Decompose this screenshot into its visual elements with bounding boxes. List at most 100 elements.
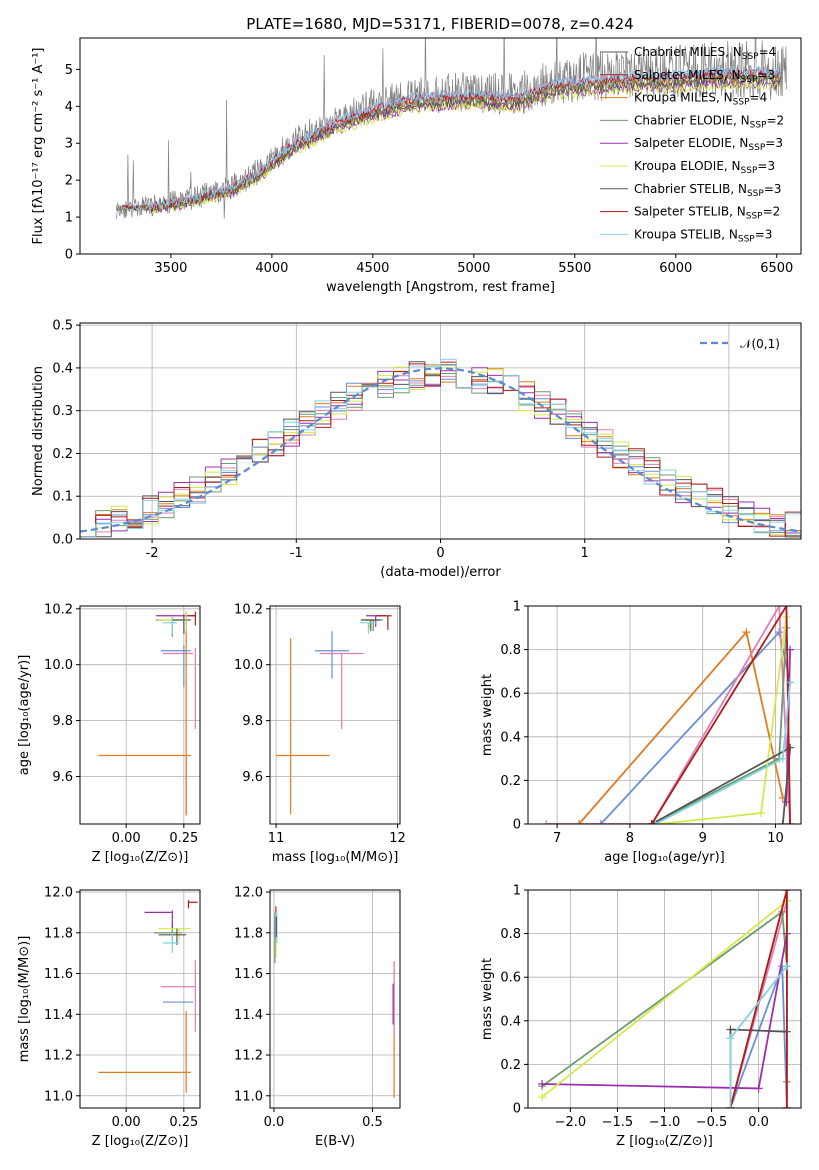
axes-age-vs-mass: 11 12 9.6 9.8 10.0 10.2 mass [log₁₀(M/M⊙)] [234, 602, 406, 865]
axes-frame [79, 605, 201, 825]
y-tick-label: 11.0 [234, 1089, 263, 1104]
axes-frame [269, 889, 401, 1109]
y-tick-label: 0.4 [500, 1014, 521, 1029]
y-tick-label: 2 [65, 174, 73, 189]
x-tick-label: -1 [290, 546, 303, 561]
x-tick-label: 2 [725, 546, 733, 561]
weight-marker [726, 1104, 735, 1108]
x-tick-label: -2 [146, 546, 159, 561]
x-axis-label: Z [log₁₀(Z/Z⊙)] [92, 1134, 189, 1149]
x-axis-label: mass [log₁₀(M/M⊙)] [272, 850, 399, 865]
model-spectrum-8 [116, 65, 781, 212]
y-axis-label: mass weight [480, 958, 495, 1040]
y-axis-label: age [log₁₀(age/yr)] [17, 655, 32, 776]
axes-frame [527, 605, 802, 825]
x-tick-label: 4000 [255, 261, 288, 276]
errorbar-point-5 [359, 619, 380, 629]
y-tick-label: 10.0 [234, 658, 263, 673]
y-axis-label: Normed distribution [31, 366, 46, 496]
x-tick-label: 6500 [760, 261, 793, 276]
errorbar-point-2 [160, 960, 196, 1032]
legend-entry: Salpeter ELODIE, NSSP=3 [634, 136, 783, 153]
legend-entry: Chabrier ELODIE, NSSP=2 [634, 113, 784, 130]
x-tick-label: 0.00 [112, 831, 141, 846]
x-axis-label: wavelength [Angstrom, rest frame] [326, 280, 555, 295]
axes-weight-vs-Z: −2.0 −1.5 −1.0 −0.5 0.0 0 0.2 0.4 0.6 0.8 1 Z [log₁… [480, 884, 802, 1149]
errorbar-point-0 [98, 1011, 191, 1093]
x-tick-label: 4500 [356, 261, 389, 276]
axes-frame [79, 37, 802, 255]
y-tick-label: 1 [513, 600, 521, 615]
plot-age-vs-Z [98, 611, 196, 816]
weight-marker [786, 743, 795, 752]
axes-frame [269, 605, 401, 825]
y-axis-label: mass [log₁₀(M/M⊙)] [17, 936, 32, 1063]
figure-title: PLATE=1680, MJD=53171, FIBERID=0078, z=0… [246, 15, 633, 33]
weight-marker [538, 1080, 547, 1089]
weight-marker [647, 820, 656, 824]
y-tick-label: 11.2 [44, 1049, 73, 1064]
errorbar-point-2 [319, 652, 364, 729]
x-tick-label: 0.0 [264, 1115, 285, 1130]
errorbar-point-8 [163, 932, 180, 954]
weight-marker [778, 820, 787, 824]
weight-series-7 [729, 890, 788, 1108]
x-tick-label: 11 [268, 831, 285, 846]
errorbar-point-1 [314, 631, 349, 679]
x-tick-label: 5500 [558, 261, 591, 276]
x-tick-label: −1.5 [602, 1115, 634, 1130]
x-axis-label: E(B-V) [315, 1134, 355, 1149]
x-tick-label: 9 [699, 831, 707, 846]
x-tick-label: 0.25 [169, 831, 198, 846]
axes-residuals: -2 -1 0 1 2 0.0 0.1 0.2 0.3 0.4 0.5 (data-model)/er… [31, 319, 802, 580]
plot-mass-vs-ebv [274, 906, 395, 1098]
weight-marker [782, 890, 791, 894]
errorbar-point-6 [361, 619, 381, 632]
weight-series-5 [658, 616, 788, 824]
x-tick-label: 0.00 [112, 1115, 141, 1130]
weight-marker [782, 606, 791, 610]
weight-marker [782, 1104, 791, 1108]
weight-marker [754, 1084, 763, 1093]
x-tick-label: −2.0 [555, 1115, 587, 1130]
legend-entry: Kroupa MILES, NSSP=4 [634, 91, 767, 108]
y-tick-label: 1 [513, 884, 521, 899]
plot-weight-vs-Z [538, 890, 791, 1108]
x-tick-label: 7 [553, 831, 561, 846]
y-tick-label: 9.6 [52, 770, 73, 785]
y-axis-label: Flux [fλ10⁻¹⁷ erg cm⁻² s⁻¹ A⁻¹] [31, 48, 46, 245]
normal-curve [80, 367, 801, 533]
x-axis-label: Z [log₁₀(Z/Z⊙)] [616, 1134, 713, 1149]
x-tick-label: 8 [626, 831, 634, 846]
weight-marker [596, 820, 605, 824]
axes-spectrum: 3500 4000 4500 5000 5500 6000 6500 0 1 2 3 4 5 wavele… [31, 37, 802, 295]
weight-marker [726, 1025, 735, 1034]
y-tick-label: 0.3 [52, 404, 73, 419]
plot-residuals [80, 358, 801, 539]
y-tick-label: 12.0 [234, 886, 263, 901]
errorbar-point-7 [375, 615, 392, 630]
axes-weight-vs-age: 7 8 9 10 0 0.2 0.4 0.6 0.8 1 age [log₁₀(age/yr)] ma… [480, 600, 802, 865]
y-tick-label: 0 [65, 248, 73, 263]
y-tick-label: 0.4 [52, 361, 73, 376]
weight-marker [775, 606, 784, 610]
model-spectrum-5 [116, 80, 781, 214]
y-tick-label: 0.2 [500, 774, 521, 789]
axes-frame [79, 889, 201, 1109]
x-axis-label: (data-model)/error [380, 565, 501, 580]
weight-marker [756, 809, 765, 818]
y-tick-label: 12.0 [44, 886, 73, 901]
y-tick-label: 0.5 [52, 319, 73, 334]
x-tick-label: 0.5 [362, 1115, 383, 1130]
errorbar-point-8 [359, 622, 377, 634]
plot-weight-vs-age [542, 606, 795, 824]
y-tick-label: 11.2 [234, 1049, 263, 1064]
y-tick-label: 10.2 [44, 602, 73, 617]
x-tick-label: 1 [581, 546, 589, 561]
legend-entry: 𝒩(0,1) [740, 337, 780, 351]
plot-area: 3500 4000 4500 5000 5500 6000 6500012345wavele… [17, 37, 802, 1149]
y-tick-label: 9.8 [52, 714, 73, 729]
plot-mass-vs-Z [98, 900, 198, 1093]
x-tick-label: 3500 [154, 261, 187, 276]
